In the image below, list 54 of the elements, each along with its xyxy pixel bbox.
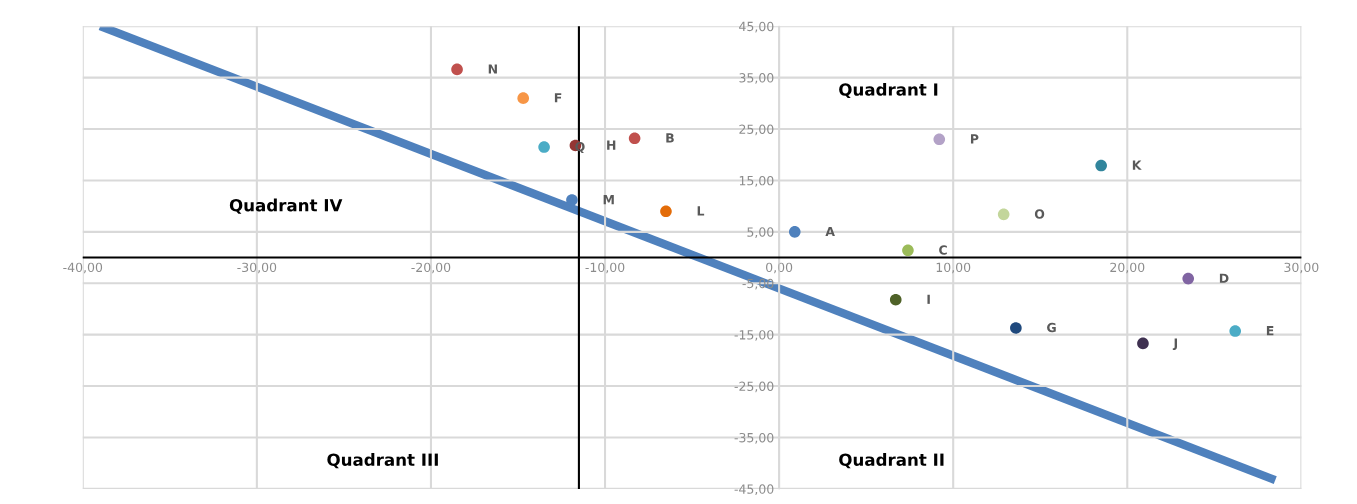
x-tick-label: 0,00	[766, 262, 793, 274]
annotation: C	[939, 245, 947, 255]
point	[660, 205, 672, 218]
y-tick-label: -35,00	[734, 432, 774, 444]
annotation: Quadrant IV	[229, 198, 343, 214]
annotation: H	[607, 140, 616, 150]
annotation: I	[927, 294, 930, 304]
point	[566, 194, 578, 206]
annotation: F	[554, 93, 562, 103]
point	[538, 141, 550, 153]
annotation: B	[666, 133, 674, 143]
annotation: Quadrant III	[327, 453, 438, 469]
annotation: E	[1266, 326, 1274, 336]
point	[517, 92, 530, 104]
y-tick-label: -45,00	[734, 484, 774, 496]
point	[1182, 272, 1195, 285]
point	[1010, 322, 1022, 334]
point	[902, 244, 914, 257]
y-tick-label: 45,00	[739, 21, 774, 33]
point	[1229, 325, 1242, 337]
y-tick-label: 35,00	[739, 73, 774, 84]
annotation: P	[970, 134, 979, 144]
annotation: L	[697, 206, 705, 216]
y-tick-label: 5,00	[747, 227, 774, 239]
x-tick-label: 30,00	[1284, 262, 1319, 274]
annotation: A	[825, 226, 835, 237]
point	[788, 226, 801, 238]
annotation: O	[1034, 209, 1045, 219]
point	[451, 63, 463, 76]
x-tick-label: -10,00	[585, 262, 625, 274]
x-tick-label: -40,00	[63, 262, 103, 274]
annotation: M	[603, 195, 614, 205]
annotation: G	[1047, 322, 1056, 333]
annotation: D	[1219, 273, 1229, 283]
y-tick-label: 15,00	[739, 175, 774, 187]
x-tick-label: 10,00	[936, 262, 971, 274]
point	[997, 208, 1010, 221]
annotation: Quadrant I	[839, 82, 938, 99]
point	[889, 293, 902, 306]
annotation: K	[1132, 160, 1142, 170]
annotation: J	[1172, 338, 1177, 351]
y-tick-label: 25,00	[739, 124, 774, 136]
point	[1137, 337, 1149, 350]
point	[628, 132, 641, 145]
x-tick-label: -20,00	[411, 262, 451, 274]
point	[1095, 159, 1107, 172]
annotation: Quadrant II	[839, 453, 944, 469]
annotation: N	[488, 64, 497, 74]
y-tick-label: -15,00	[734, 330, 774, 341]
x-tick-label: 20,00	[1110, 262, 1145, 274]
annotation: Q	[575, 141, 585, 154]
x-tick-label: -30,00	[237, 262, 277, 274]
y-tick-label: -25,00	[734, 381, 774, 393]
point	[933, 133, 946, 146]
